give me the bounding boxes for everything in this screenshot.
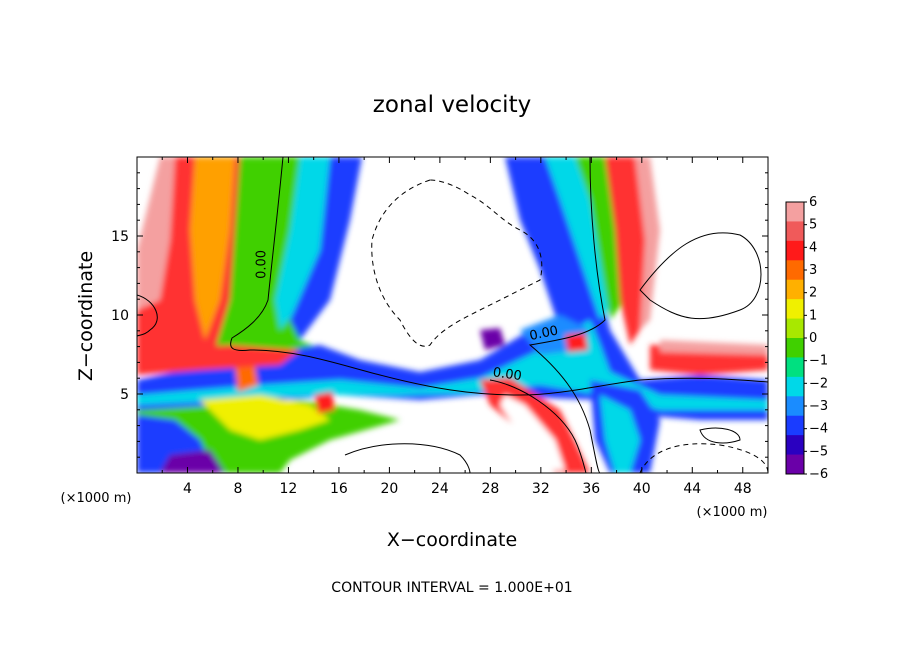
y-tick-label: 10 [111, 308, 129, 324]
colorbar-swatch [786, 435, 804, 456]
colorbar-label: 4 [809, 240, 817, 255]
contour-label: 0.00 [255, 250, 270, 279]
colorbar-swatch [786, 454, 804, 475]
field-red-patch-1 [315, 392, 335, 414]
colorbar-swatch [786, 279, 804, 300]
field-purple-patch [480, 328, 505, 350]
colorbar-label: 2 [809, 286, 817, 301]
colorbar-label: −3 [809, 399, 828, 414]
field-right-cyan-column [545, 157, 615, 320]
field-right-edge-pink [660, 340, 768, 355]
contour-label: 0.00 [528, 323, 559, 344]
colorbar-label: 1 [809, 308, 817, 323]
velocity-field [137, 157, 768, 473]
y-tick-label: 5 [120, 387, 129, 403]
colorbar-label: 5 [809, 218, 817, 233]
colorbar-label: 3 [809, 263, 817, 278]
x-tick-label: 24 [431, 481, 449, 497]
y-tick-label: 15 [111, 229, 129, 245]
field-left-edge-red [137, 345, 300, 375]
colorbar-label: −2 [809, 376, 828, 391]
y-axis-title: Z−coordinate [75, 251, 97, 381]
x-unit-label: (×1000 m) [61, 491, 132, 506]
x-axis: 4 8 12 16 20 24 28 32 36 40 44 48 [161, 157, 752, 497]
field-right-pink-edge [635, 157, 660, 330]
x-tick-label: 8 [233, 481, 242, 497]
contour-lines [137, 157, 768, 473]
colorbar-label: −4 [809, 422, 828, 437]
colorbar-swatch [786, 357, 804, 378]
colorbar-label: −1 [809, 354, 828, 369]
colorbar-label: 6 [809, 195, 817, 210]
colorbar-swatch [786, 396, 804, 417]
colorbar-label: −6 [809, 467, 828, 482]
field-left-orange-core [190, 157, 235, 340]
field-lower-left-yellow [200, 395, 330, 440]
colorbar-swatch [786, 202, 804, 222]
colorbar-swatch [786, 318, 804, 339]
z-unit-label: (×1000 m) [697, 505, 768, 520]
contour-negative-central [371, 179, 543, 347]
colorbar: 6 5 4 3 2 1 0 −1 −2 −3 −4 −5 −6 [785, 195, 828, 482]
colorbar-swatch [786, 221, 804, 242]
contour-positive-left [137, 294, 158, 337]
x-tick-label: 44 [683, 481, 701, 497]
field-lower-right-cyan [600, 395, 640, 473]
x-tick-label: 36 [582, 481, 600, 497]
contour-interval-annotation: CONTOUR INTERVAL = 1.000E+01 [331, 580, 572, 596]
x-tick-label: 20 [380, 481, 398, 497]
field-left-pink-edge [137, 157, 175, 310]
x-tick-label: 16 [330, 481, 348, 497]
colorbar-swatch [786, 415, 804, 436]
contour-positive-lower [344, 443, 471, 473]
contour-positive-right [639, 232, 762, 320]
field-orange-patch-1 [235, 365, 258, 392]
x-tick-label: 4 [183, 481, 192, 497]
field-red-patch-2 [565, 333, 588, 352]
x-axis-title: X−coordinate [387, 529, 517, 551]
contour-negative-lower-right [639, 443, 768, 473]
x-tick-label: 12 [280, 481, 298, 497]
colorbar-swatch [786, 338, 804, 358]
x-tick-label: 28 [481, 481, 499, 497]
y-axis: 5 10 15 [111, 172, 768, 458]
x-tick-label: 40 [633, 481, 651, 497]
field-lower-left-purple [160, 450, 225, 473]
contour-zero-left [230, 157, 768, 396]
x-tick-label: 48 [734, 481, 752, 497]
colorbar-swatch [786, 260, 804, 281]
contour-zero-right [528, 157, 606, 473]
chart-title: zonal velocity [373, 92, 531, 118]
colorbar-label: −5 [809, 444, 828, 459]
field-lower-right-white-hole [500, 395, 565, 470]
colorbar-swatch [786, 299, 804, 320]
colorbar-swatch [786, 376, 804, 397]
contour-zero-lower [489, 379, 587, 473]
contour-positive-lower-right [699, 427, 741, 444]
contour-label: 0.00 [492, 365, 523, 384]
contour-labels: 0.00 0.00 0.00 [255, 250, 560, 384]
colorbar-swatch [786, 240, 804, 261]
colorbar-label: 0 [809, 331, 817, 346]
field-left-blue-strip [290, 157, 362, 340]
field-right-red-column [605, 157, 648, 345]
x-tick-label: 32 [532, 481, 550, 497]
